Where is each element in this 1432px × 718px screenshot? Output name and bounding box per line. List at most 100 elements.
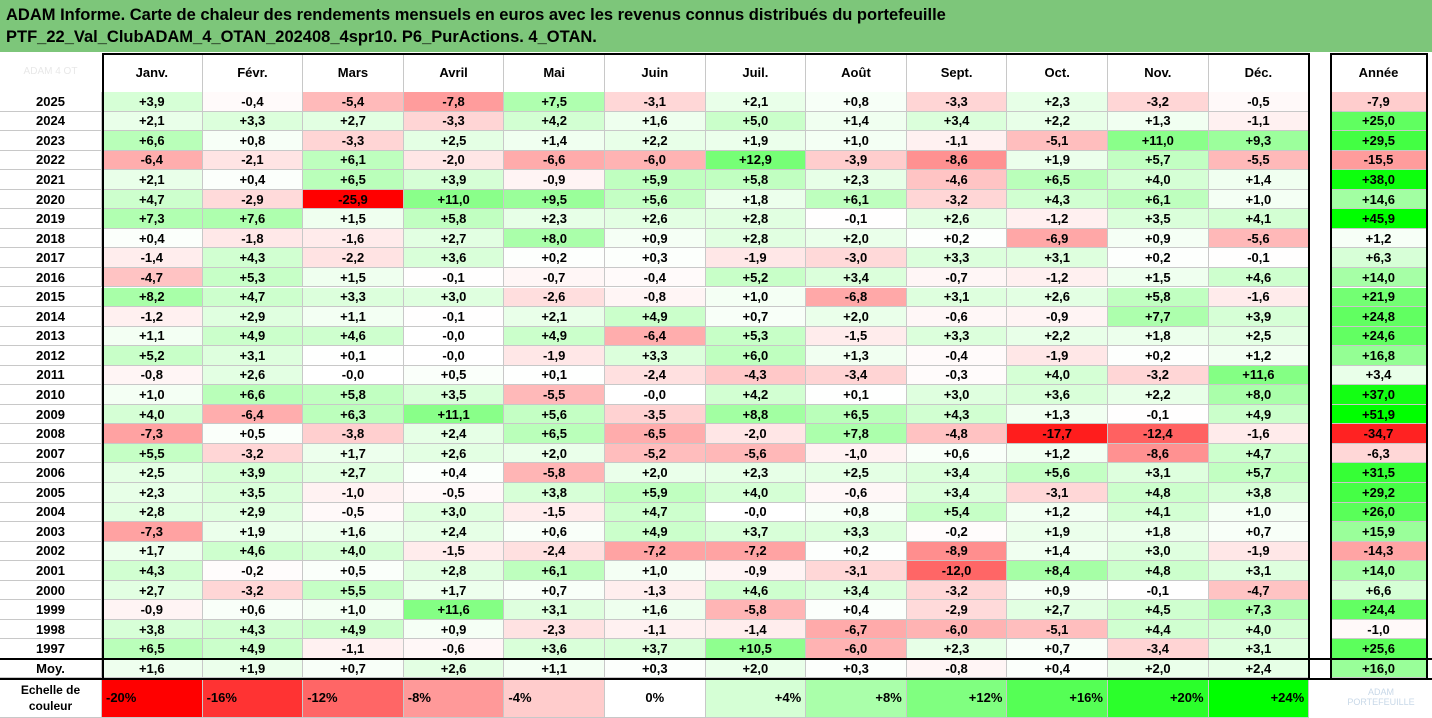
heatmap-cell: +6,5 <box>504 424 605 444</box>
row-year-label: 2018 <box>0 228 102 249</box>
heatmap-cell: +0,2 <box>806 541 907 562</box>
color-scale-swatch: -20% <box>102 678 203 718</box>
color-scale-swatch: +16% <box>1007 678 1108 718</box>
heatmap-cell: -3,2 <box>906 580 1008 601</box>
heatmap-cell: +3,5 <box>202 483 304 503</box>
heatmap-cell: +2,0 <box>605 463 706 483</box>
color-scale-swatch: -4% <box>504 678 605 718</box>
row-year-label: 2004 <box>0 502 102 523</box>
heatmap-cell: -0,1 <box>403 307 505 327</box>
heatmap-cell: -5,1 <box>1007 131 1108 151</box>
heatmap-cell: +3,4 <box>806 267 907 288</box>
heatmap-cell: +2,1 <box>705 92 807 112</box>
year-block-top-border <box>1330 53 1428 55</box>
heatmap-cell: +0,6 <box>906 443 1008 464</box>
heatmap-cell: +2,8 <box>705 209 807 229</box>
heatmap-cell: +6,1 <box>1108 189 1209 210</box>
heatmap-cell: -1,9 <box>504 346 605 366</box>
heatmap-cell: +5,3 <box>705 326 807 347</box>
year-total-cell: +14,0 <box>1330 267 1428 288</box>
heatmap-cell: +6,3 <box>303 404 404 425</box>
heatmap-cell: -0,1 <box>1108 580 1209 601</box>
heatmap-cell: +9,5 <box>504 189 605 210</box>
year-total-cell: +1,2 <box>1330 228 1428 249</box>
heatmap-cell: +1,4 <box>1208 170 1310 190</box>
heatmap-cell: -6,4 <box>102 150 203 171</box>
heatmap-cell: -1,5 <box>403 541 505 562</box>
heatmap-cell: -2,0 <box>705 424 807 444</box>
heatmap-cell: +4,6 <box>705 580 807 601</box>
column-header: Févr. <box>202 53 304 93</box>
heatmap-cell: +11,6 <box>1208 365 1310 386</box>
year-total-cell: -6,3 <box>1330 443 1428 464</box>
heatmap-cell: +2,6 <box>202 365 304 386</box>
heatmap-cell: -0,4 <box>605 267 706 288</box>
heatmap-cell: -0,0 <box>403 346 505 366</box>
row-year-label: 1997 <box>0 639 102 659</box>
heatmap-cell: -2,6 <box>504 287 605 308</box>
month-block-left-border <box>102 53 104 679</box>
color-scale-swatch: -12% <box>303 678 404 718</box>
heatmap-cell: -0,0 <box>605 385 706 405</box>
row-year-label: 1998 <box>0 619 102 640</box>
average-cell: +2,6 <box>403 658 505 679</box>
heatmap-cell: +6,1 <box>303 150 404 171</box>
heatmap-cell: +3,4 <box>906 463 1008 483</box>
heatmap-cell: +8,0 <box>1208 385 1310 405</box>
heatmap-cell: -3,2 <box>906 189 1008 210</box>
heatmap-cell: +4,8 <box>1108 561 1209 581</box>
heatmap-cell: -6,5 <box>605 424 706 444</box>
heatmap-cell: -7,2 <box>605 541 706 562</box>
heatmap-cell: -1,0 <box>303 483 404 503</box>
heatmap-cell: +0,8 <box>806 92 907 112</box>
row-year-label: 2010 <box>0 385 102 405</box>
heatmap-cell: -0,0 <box>303 365 404 386</box>
row-year-label: 2008 <box>0 424 102 444</box>
heatmap-cell: +3,9 <box>102 92 203 112</box>
heatmap-cell: +4,9 <box>504 326 605 347</box>
year-total-cell: +26,0 <box>1330 502 1428 523</box>
heatmap-cell: +2,1 <box>102 111 203 132</box>
heatmap-cell: +0,6 <box>202 600 304 620</box>
heatmap-cell: +2,6 <box>906 209 1008 229</box>
heatmap-cell: +4,1 <box>1208 209 1310 229</box>
heatmap-cell: +8,2 <box>102 287 203 308</box>
heatmap-cell: -6,6 <box>504 150 605 171</box>
heatmap-cell: +0,9 <box>1108 228 1209 249</box>
heatmap-cell: +7,8 <box>806 424 907 444</box>
heatmap-cell: +1,4 <box>1007 541 1108 562</box>
year-total-cell: +29,5 <box>1330 131 1428 151</box>
heatmap-cell: +3,7 <box>605 639 706 659</box>
heatmap-cell: +4,3 <box>202 619 304 640</box>
heatmap-cell: +1,0 <box>705 287 807 308</box>
heatmap-cell: -1,5 <box>806 326 907 347</box>
row-year-label: 2014 <box>0 307 102 327</box>
heatmap-cell: -12,4 <box>1108 424 1209 444</box>
report-title-line-1: ADAM Informe. Carte de chaleur des rende… <box>6 6 946 24</box>
heatmap-cell: +0,5 <box>303 561 404 581</box>
heatmap-cell: +1,0 <box>806 131 907 151</box>
heatmap-cell: -6,7 <box>806 619 907 640</box>
heatmap-cell: +3,6 <box>403 248 505 268</box>
heatmap-cell: +4,3 <box>1007 189 1108 210</box>
heatmap-cell: +2,5 <box>806 463 907 483</box>
heatmap-cell: +2,5 <box>102 463 203 483</box>
heatmap-cell: +3,3 <box>605 346 706 366</box>
report-title-line-2: PTF_22_Val_ClubADAM_4_OTAN_202408_4spr10… <box>6 28 597 46</box>
year-total-cell: +51,9 <box>1330 404 1428 425</box>
heatmap-cell: +5,6 <box>605 189 706 210</box>
heatmap-cell: -6,4 <box>605 326 706 347</box>
heatmap-cell: -3,3 <box>906 92 1008 112</box>
heatmap-cell: -0,2 <box>906 522 1008 542</box>
year-total-cell: -14,3 <box>1330 541 1428 562</box>
heatmap-cell: +1,0 <box>1208 502 1310 523</box>
heatmap-cell: +2,4 <box>403 424 505 444</box>
heatmap-cell: +6,5 <box>806 404 907 425</box>
heatmap-cell: -0,0 <box>705 502 807 523</box>
heatmap-cell: +6,5 <box>1007 170 1108 190</box>
row-year-label: 2012 <box>0 346 102 366</box>
heatmap-cell: +1,3 <box>1108 111 1209 132</box>
row-year-label: 2022 <box>0 150 102 171</box>
heatmap-cell: +1,9 <box>202 522 304 542</box>
